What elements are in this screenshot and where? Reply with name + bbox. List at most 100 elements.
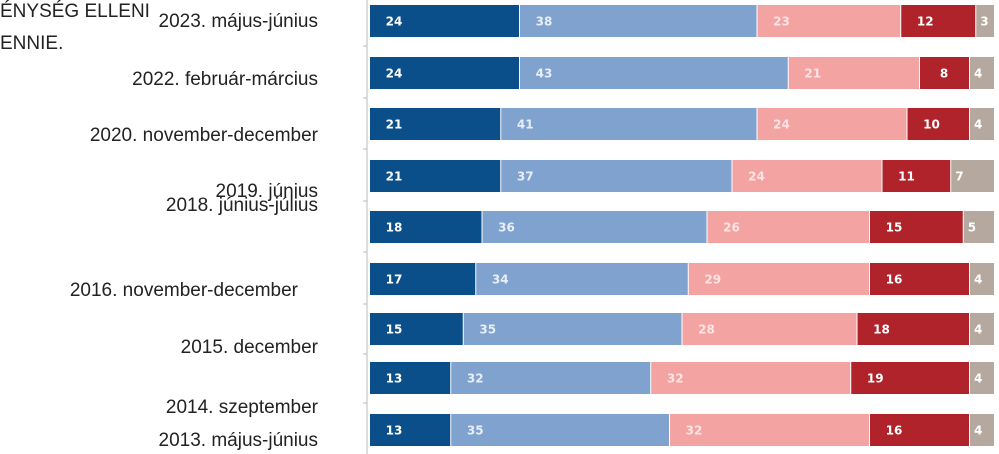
annotation: ENNIE. (0, 33, 63, 54)
bar-segment (920, 57, 969, 89)
bar-segment (757, 5, 901, 37)
value-label: 21 (386, 118, 403, 132)
bar-segment (520, 5, 757, 37)
bar-segment (732, 160, 882, 192)
value-label: 32 (467, 372, 484, 386)
category-label: 2018. június-július (166, 195, 318, 216)
value-label: 24 (748, 170, 765, 184)
bar-segment (520, 57, 788, 89)
bar-segment (476, 263, 688, 295)
value-label: 43 (536, 67, 553, 81)
value-label: 16 (886, 424, 903, 438)
bar-segment (970, 313, 994, 345)
value-label: 4 (974, 323, 982, 337)
bar-segment (501, 160, 732, 192)
value-label: 5 (968, 221, 976, 235)
bar-segment (976, 5, 994, 37)
value-label: 21 (386, 170, 403, 184)
bar-segment (370, 362, 451, 394)
bar-segment (901, 5, 976, 37)
category-label: 2013. május-június (159, 430, 318, 451)
bar-segment (970, 263, 994, 295)
value-label: 13 (386, 424, 403, 438)
value-label: 29 (704, 273, 721, 287)
category-label: 2023. május-június (159, 11, 318, 32)
value-label: 34 (492, 273, 509, 287)
bar-segment (963, 211, 994, 243)
value-label: 28 (698, 323, 715, 337)
bar-segment (370, 160, 501, 192)
value-label: 4 (974, 273, 982, 287)
bar-segment (870, 263, 969, 295)
value-label: 21 (804, 67, 821, 81)
bar-segment (451, 362, 651, 394)
value-label: 15 (386, 323, 403, 337)
annotation: ÉNYSÉG ELLENI (0, 1, 150, 22)
bar-segment (907, 108, 969, 140)
bar-segment (857, 313, 969, 345)
value-label: 4 (974, 118, 982, 132)
value-label: 11 (898, 170, 915, 184)
value-label: 38 (536, 15, 553, 29)
bar-segment (682, 313, 857, 345)
value-label: 18 (873, 323, 890, 337)
value-label: 24 (386, 15, 403, 29)
bar-segment (688, 263, 869, 295)
value-label: 19 (867, 372, 884, 386)
value-label: 10 (923, 118, 940, 132)
category-label: 2014. szeptember (166, 397, 319, 418)
bar-segment (501, 108, 757, 140)
value-label: 4 (974, 372, 982, 386)
category-label: 2019. június (216, 181, 318, 202)
value-label: 4 (974, 67, 982, 81)
value-label: 24 (773, 118, 790, 132)
bar-segment (970, 57, 994, 89)
bar-segment (670, 414, 869, 446)
bar-segment (970, 414, 994, 446)
value-label: 7 (955, 170, 963, 184)
bar-segment (451, 414, 669, 446)
value-label: 17 (386, 273, 403, 287)
value-label: 8 (940, 67, 948, 81)
value-label: 16 (886, 273, 903, 287)
bar-segment (851, 362, 969, 394)
bar-segment (370, 263, 476, 295)
bar-segment (788, 57, 919, 89)
value-label: 15 (886, 221, 903, 235)
value-label: 13 (386, 372, 403, 386)
bar-segment (757, 108, 907, 140)
value-label: 35 (467, 424, 484, 438)
bar-segment (370, 5, 519, 37)
bar-segment (882, 160, 951, 192)
bar-segment (970, 362, 994, 394)
value-label: 3 (980, 15, 988, 29)
value-label: 18 (386, 221, 403, 235)
bar-segment (370, 211, 482, 243)
bar-segment (370, 414, 451, 446)
value-label: 41 (517, 118, 534, 132)
bar-segment (870, 211, 963, 243)
bar-segment (370, 313, 463, 345)
bar-segment (951, 160, 994, 192)
bar-segment (370, 108, 501, 140)
bar-segment (970, 108, 994, 140)
bar-segment (463, 313, 682, 345)
bar-segment (870, 414, 969, 446)
category-label: 2020. november-december (90, 125, 319, 146)
value-label: 26 (723, 221, 740, 235)
value-label: 37 (517, 170, 534, 184)
bar-segment (370, 57, 519, 89)
value-label: 32 (686, 424, 703, 438)
category-label: 2016. november-december (70, 280, 299, 301)
value-label: 32 (667, 372, 684, 386)
value-label: 35 (479, 323, 496, 337)
value-label: 24 (386, 67, 403, 81)
category-label: 2022. február-március (132, 69, 318, 90)
value-label: 23 (773, 15, 790, 29)
bar-segment (482, 211, 707, 243)
bar-segment (651, 362, 851, 394)
bar-segment (707, 211, 869, 243)
value-label: 36 (498, 221, 515, 235)
value-label: 12 (917, 15, 934, 29)
